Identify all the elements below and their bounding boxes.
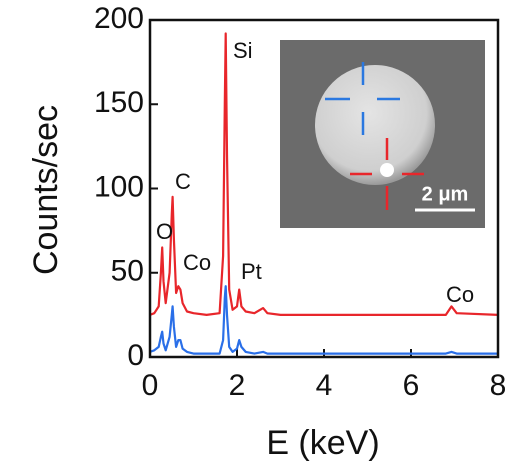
inset-image: 2 μm: [280, 40, 485, 228]
annotation: Pt: [241, 259, 262, 284]
y-tick-label: 0: [127, 339, 144, 372]
y-tick-label: 150: [94, 86, 144, 119]
inset-spot: [380, 163, 394, 177]
x-tick-label: 0: [142, 369, 159, 402]
x-tick-label: 8: [490, 369, 507, 402]
scale-bar-label: 2 μm: [422, 183, 469, 205]
annotation: Co: [183, 250, 211, 275]
annotation: Co: [446, 282, 474, 307]
y-tick-label: 50: [111, 255, 144, 288]
annotation: O: [156, 219, 173, 244]
annotation: Si: [233, 38, 253, 63]
x-tick-label: 6: [403, 369, 420, 402]
chart: 0 50 100 150 200 0 2 4 6 8 2 μm O C Co Si Pt Co E…: [0, 0, 528, 472]
y-axis-label: Counts/sec: [27, 105, 65, 275]
annotation: C: [175, 169, 191, 194]
inset-particle: [315, 65, 435, 185]
x-tick-label: 2: [229, 369, 246, 402]
x-axis-label: E (keV): [266, 424, 379, 462]
y-tick-label: 200: [94, 2, 144, 35]
x-tick-label: 4: [316, 369, 333, 402]
y-tick-label: 100: [94, 170, 144, 203]
